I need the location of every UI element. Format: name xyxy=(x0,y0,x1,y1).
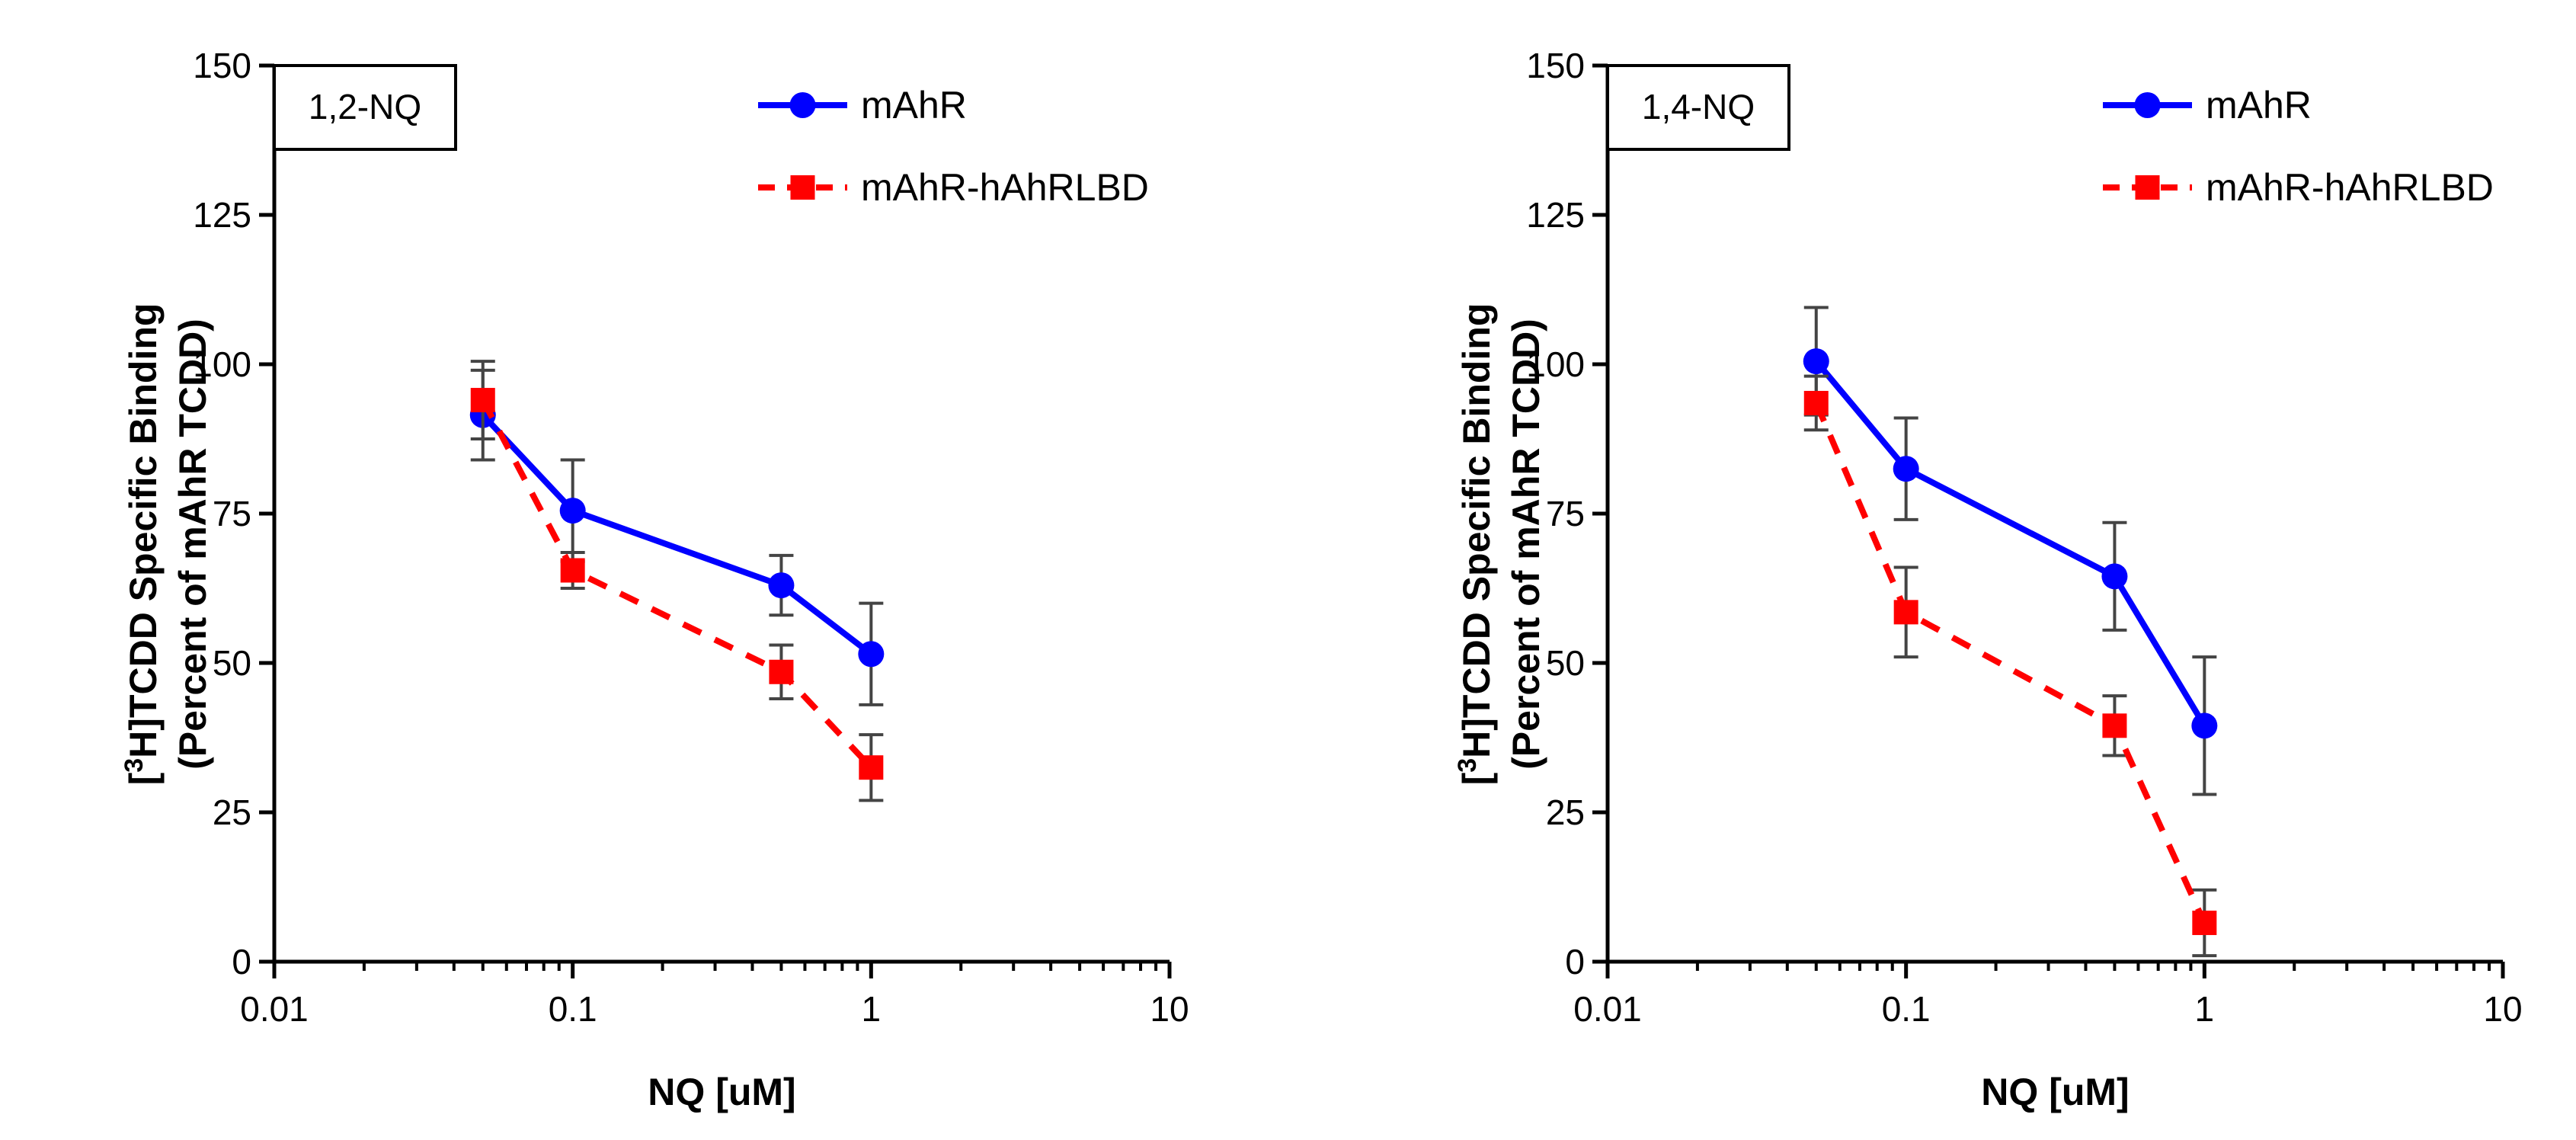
series-mAhR-hAhRLBD xyxy=(470,360,884,802)
chart-panel-2: 0 25 50 75 100 125 150 0.01 0.1 1 10 NQ [uM] [3H]TCD… xyxy=(1453,46,2523,1113)
y-axis-title-superscript: 3 xyxy=(120,758,149,773)
x-tick-label: 0.1 xyxy=(549,989,597,1029)
y-tick-label: 25 xyxy=(213,793,251,832)
series-line xyxy=(480,412,873,657)
y-tick-label: 50 xyxy=(213,643,251,683)
legend-entry: mAhR xyxy=(2103,84,2312,126)
x-tick-label: 0.01 xyxy=(240,989,309,1029)
y-tick-label: 100 xyxy=(193,344,251,384)
y-tick-label: 75 xyxy=(213,494,251,533)
y-tick-label: 100 xyxy=(1526,344,1585,384)
series-line xyxy=(480,399,874,770)
y-axis-title-line1: [3H]TCDD Specific Binding xyxy=(1453,303,1498,786)
series-mAhR-hAhRLBD xyxy=(1803,374,2217,958)
series-mAhR xyxy=(469,368,885,706)
data-point xyxy=(1893,600,1918,625)
legend-marker xyxy=(789,92,816,118)
data-point xyxy=(769,659,794,684)
panel-label-box xyxy=(273,64,457,151)
legend-label: mAhR-hAhRLBD xyxy=(2206,166,2494,209)
x-tick-label: 1 xyxy=(2195,989,2215,1029)
data-point xyxy=(2101,563,2128,590)
legend-label: mAhR xyxy=(861,84,967,126)
y-axis-title-bracket: [ xyxy=(122,772,165,785)
y-axis-title-superscript: 3 xyxy=(1453,758,1482,773)
data-point xyxy=(768,572,795,599)
y-axis-title-bracket: [ xyxy=(1455,772,1498,785)
y-tick-label: 0 xyxy=(232,942,251,981)
data-point xyxy=(470,388,495,413)
x-tick-label: 10 xyxy=(2483,989,2522,1029)
panel-label: 1,4-NQ xyxy=(1642,87,1755,126)
series-mAhR xyxy=(1803,306,2218,796)
legend-marker xyxy=(790,175,815,200)
x-tick-label: 0.01 xyxy=(1573,989,1642,1029)
data-point xyxy=(1803,348,1829,375)
panel-label: 1,2-NQ xyxy=(309,87,421,126)
data-point xyxy=(2192,911,2217,936)
data-point xyxy=(2102,713,2127,738)
y-tick-label: 150 xyxy=(193,46,251,85)
series-line xyxy=(1813,402,2207,924)
y-axis-title-rest: H]TCDD Specific Binding xyxy=(1455,303,1498,758)
data-point xyxy=(859,755,884,780)
x-tick-label: 10 xyxy=(1150,989,1189,1029)
data-point xyxy=(559,498,586,524)
y-axis-title-line1: [3H]TCDD Specific Binding xyxy=(120,303,165,786)
legend-label: mAhR-hAhRLBD xyxy=(861,166,1149,209)
data-point xyxy=(1893,456,1919,482)
legend-label: mAhR xyxy=(2206,84,2312,126)
y-axis-title-line2: (Percent of mAhR TCDD) xyxy=(171,319,214,770)
y-axis-title-line2: (Percent of mAhR TCDD) xyxy=(1505,319,1547,770)
x-axis-title: NQ [uM] xyxy=(648,1071,795,1113)
x-tick-label: 1 xyxy=(862,989,882,1029)
y-tick-label: 50 xyxy=(1546,643,1585,683)
x-axis-title: NQ [uM] xyxy=(1981,1071,2129,1113)
y-tick-label: 125 xyxy=(1526,195,1585,235)
y-axis-title-rest: H]TCDD Specific Binding xyxy=(122,303,165,758)
y-tick-label: 0 xyxy=(1565,942,1585,981)
data-point xyxy=(1803,390,1829,415)
y-tick-label: 25 xyxy=(1546,793,1585,832)
legend-marker xyxy=(2135,175,2160,200)
x-tick-label: 0.1 xyxy=(1882,989,1931,1029)
legend-entry: mAhR xyxy=(758,84,967,126)
legend-marker xyxy=(2134,92,2161,118)
data-point xyxy=(2191,712,2218,739)
y-tick-label: 75 xyxy=(1546,494,1585,533)
legend-entry: mAhR-hAhRLBD xyxy=(758,166,1149,209)
series-line xyxy=(1813,359,2207,728)
y-tick-label: 125 xyxy=(193,195,251,235)
panel-label-box xyxy=(1606,64,1790,151)
legend-entry: mAhR-hAhRLBD xyxy=(2103,166,2494,209)
data-point xyxy=(858,641,885,668)
y-tick-label: 150 xyxy=(1526,46,1585,85)
data-point xyxy=(560,558,585,583)
chart-panel-1: 0 25 50 75 100 125 150 0.01 0.1 1 10 NQ [uM] [3H]TCD… xyxy=(120,46,1189,1113)
